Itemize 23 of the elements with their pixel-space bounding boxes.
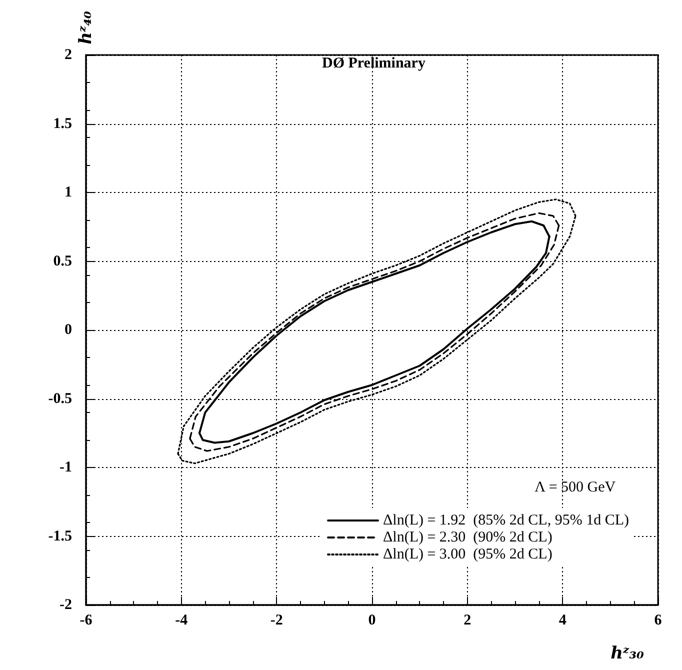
y-tick-label: 2: [64, 47, 72, 63]
x-axis-title: hᶻ₃₀: [610, 644, 645, 664]
legend-label: Δln(L) = 3.00 (95% 2d CL): [383, 546, 552, 562]
legend-label: Δln(L) = 2.30 (90% 2d CL): [383, 530, 552, 546]
x-tick-label: 4: [558, 612, 567, 628]
x-tick-label: 2: [464, 612, 472, 628]
x-tick-label: 6: [654, 612, 662, 628]
annotation: DØ Preliminary: [322, 56, 426, 72]
legend-label: Δln(L) = 1.92 (85% 2d CL, 95% 1d CL): [383, 512, 630, 528]
y-tick-label: -1: [60, 460, 72, 476]
y-tick-label: 0.5: [53, 253, 72, 270]
x-tick-label: -4: [175, 612, 188, 628]
y-tick-label: 1.5: [53, 116, 72, 132]
x-tick-label: -2: [270, 612, 283, 628]
y-tick-label: -2: [60, 597, 72, 613]
x-tick-label: -6: [80, 612, 93, 628]
legend-title: Λ = 500 GeV: [534, 480, 616, 496]
y-tick-label: 0: [64, 322, 72, 338]
y-tick-label: -1.5: [48, 528, 72, 544]
y-tick-label: -0.5: [48, 390, 72, 407]
y-axis-title: hᶻ₄₀: [76, 10, 96, 44]
y-tick-label: 1: [64, 184, 72, 200]
x-tick-label: 0: [368, 612, 376, 628]
